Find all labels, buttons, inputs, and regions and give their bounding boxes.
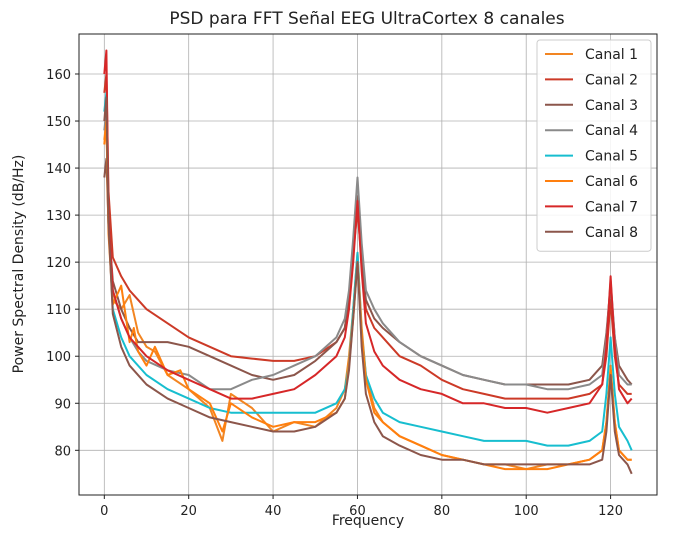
y-tick-label: 80 [54, 444, 71, 459]
x-tick-label: 120 [598, 504, 623, 519]
plot-frame [78, 33, 658, 496]
y-tick-label: 150 [46, 115, 71, 130]
series-line-canal-7 [103, 49, 633, 414]
y-tick-label: 120 [46, 256, 71, 271]
y-axis-label: Power Spectral Density (dB/Hz) [11, 155, 27, 374]
x-tick-label: 60 [349, 504, 366, 519]
series-line-canal-8 [103, 96, 633, 475]
chart-title: PSD para FFT Señal EEG UltraCortex 8 can… [169, 9, 564, 29]
legend-box [536, 39, 652, 252]
legend: Canal 1 Canal 2 Canal 3 Canal 4 Canal 5 Canal… [536, 39, 652, 252]
legend-label: Canal 3 [585, 98, 638, 114]
y-tick-label: 100 [46, 350, 71, 365]
x-tick-label: 40 [265, 504, 282, 519]
y-tick-label: 110 [46, 303, 71, 318]
legend-label: Canal 1 [585, 47, 638, 63]
y-tick-label: 160 [46, 68, 71, 83]
legend-label: Canal 8 [585, 225, 638, 241]
y-tick-label: 90 [54, 397, 71, 412]
series-line-canal-4 [103, 110, 632, 391]
x-axis-label: Frequency [332, 513, 404, 529]
y-tick-label: 140 [46, 162, 71, 177]
legend-label: Canal 7 [585, 199, 638, 215]
legend-label: Canal 5 [585, 149, 638, 165]
grid-lines [79, 34, 657, 495]
x-tick-label: 20 [180, 504, 197, 519]
legend-label: Canal 2 [585, 72, 638, 88]
y-tick-label: 130 [46, 209, 71, 224]
x-tick-label: 80 [434, 504, 451, 519]
plot-series [103, 49, 633, 475]
y-axis-ticks: 80 90 100 110 120 130 140 150 160 [46, 68, 79, 459]
x-axis-ticks: 0 20 40 60 80 100 120 [100, 495, 623, 519]
x-tick-label: 100 [514, 504, 539, 519]
legend-label: Canal 4 [585, 123, 638, 139]
legend-label: Canal 6 [585, 174, 638, 190]
x-tick-label: 0 [100, 504, 108, 519]
